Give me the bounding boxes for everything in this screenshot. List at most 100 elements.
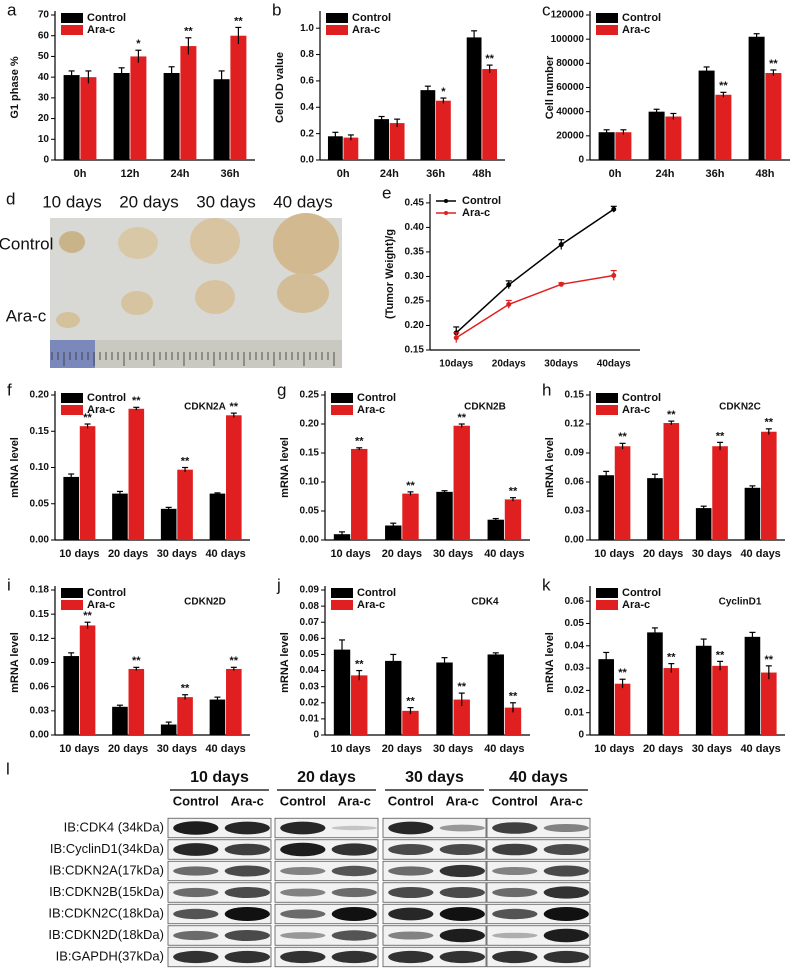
- bar: [374, 119, 390, 160]
- legend-swatch: [444, 199, 448, 203]
- significance: **: [181, 455, 190, 467]
- y-tick-label: 0.20: [300, 419, 320, 430]
- bar: [63, 656, 79, 735]
- blot-band: [280, 867, 326, 875]
- blot-band: [388, 821, 434, 835]
- x-tick-label: 10 days: [330, 743, 370, 755]
- x-tick-label: 40 days: [205, 548, 245, 560]
- x-tick-label: 48h: [472, 168, 491, 180]
- significance: **: [769, 58, 778, 70]
- significance: **: [457, 681, 466, 693]
- chart-title: CDKN2C: [719, 402, 761, 413]
- x-tick-label: 36h: [221, 168, 240, 180]
- column-label: 10 days: [42, 192, 102, 211]
- x-tick-label: 30days: [544, 359, 578, 370]
- ruler-ticks: [51, 352, 335, 366]
- group-label: 10 days: [190, 769, 249, 786]
- y-tick-label: 0.25: [405, 296, 425, 307]
- legend-swatch: [596, 25, 618, 35]
- x-tick-label: 36h: [706, 168, 725, 180]
- point: [453, 335, 459, 341]
- y-tick-label: 120000: [551, 10, 585, 21]
- y-tick-label: 0.12: [565, 419, 585, 430]
- chart-title: CDKN2D: [184, 597, 226, 608]
- blot-band: [173, 908, 219, 920]
- legend-swatch: [331, 588, 353, 598]
- y-tick-label: 0.15: [405, 345, 425, 356]
- y-axis-label: mRNA level: [279, 632, 291, 693]
- blot-band: [388, 907, 434, 921]
- y-tick-label: 0.10: [30, 462, 50, 473]
- y-tick-label: 0.18: [30, 585, 50, 596]
- bar: [663, 423, 680, 540]
- blot-band: [173, 866, 219, 876]
- lane-label: Control: [388, 793, 434, 808]
- line: [455, 274, 614, 339]
- bar: [598, 659, 614, 735]
- row-label: Ara-c: [6, 306, 47, 325]
- y-tick-label: 0.35: [405, 247, 425, 258]
- blot-band: [331, 887, 377, 898]
- point: [558, 242, 564, 248]
- significance: **: [355, 658, 364, 670]
- y-tick-label: 0.03: [565, 506, 585, 517]
- legend-swatch: [596, 600, 618, 610]
- bar: [230, 35, 247, 160]
- x-tick-label: 10days: [439, 359, 473, 370]
- y-tick-label: 0.01: [565, 707, 585, 718]
- x-tick-label: 10 days: [594, 548, 634, 560]
- y-tick-label: 0.05: [300, 649, 320, 660]
- y-tick-label: 0.06: [300, 633, 320, 644]
- y-tick-label: 0.15: [565, 390, 585, 401]
- y-tick-label: 0.03: [565, 663, 585, 674]
- y-tick-label: 0.15: [30, 609, 50, 620]
- legend-label: Ara-c: [87, 24, 115, 36]
- x-tick-label: 20 days: [382, 548, 422, 560]
- column-label: 20 days: [119, 192, 179, 211]
- panel-letter: f: [7, 380, 12, 399]
- y-tick-label: 0.12: [30, 633, 50, 644]
- bar: [748, 36, 765, 160]
- y-tick-label: 0.8: [300, 49, 314, 60]
- legend-swatch: [596, 393, 618, 403]
- legend-label: Control: [357, 587, 396, 599]
- y-tick-label: 0.05: [300, 506, 320, 517]
- panel-letter: b: [272, 0, 281, 19]
- x-tick-label: 12h: [121, 168, 140, 180]
- panel-letter: c: [542, 0, 551, 19]
- y-tick-label: 0: [313, 730, 319, 741]
- y-tick-label: 0.02: [300, 697, 320, 708]
- y-tick-label: 70: [38, 10, 50, 21]
- x-tick-label: 20days: [492, 359, 526, 370]
- point: [611, 272, 617, 278]
- y-tick-label: 0.07: [300, 617, 320, 628]
- y-tick-label: 0.04: [300, 665, 320, 676]
- bar: [665, 116, 682, 160]
- y-tick-label: 0: [578, 155, 584, 166]
- blot-band: [543, 824, 589, 832]
- legend-label: Control: [352, 12, 391, 24]
- bar: [712, 446, 728, 540]
- bar: [715, 94, 732, 160]
- legend-label: Ara-c: [622, 599, 650, 611]
- tumor: [273, 213, 339, 275]
- column-label: 30 days: [196, 192, 256, 211]
- y-tick-label: 0.2: [300, 128, 314, 139]
- row-label: IB:CDKN2A(17kDa): [49, 862, 164, 877]
- y-axis-label: mRNA level: [279, 437, 291, 498]
- panel-letter: l: [6, 759, 10, 778]
- legend-label: Ara-c: [357, 599, 385, 611]
- significance: *: [136, 38, 141, 50]
- x-tick-label: 40 days: [484, 743, 524, 755]
- row-label: IB:CDKN2B(15kDa): [49, 884, 164, 899]
- y-tick-label: 0.02: [565, 685, 585, 696]
- blot-band: [492, 950, 538, 964]
- bar: [402, 710, 419, 735]
- y-tick-label: 50: [38, 51, 50, 62]
- y-axis-label: Cell number: [544, 55, 556, 119]
- x-tick-label: 30 days: [692, 743, 732, 755]
- blot-band: [388, 887, 434, 898]
- bar: [213, 79, 230, 160]
- legend-label: Ara-c: [622, 404, 650, 416]
